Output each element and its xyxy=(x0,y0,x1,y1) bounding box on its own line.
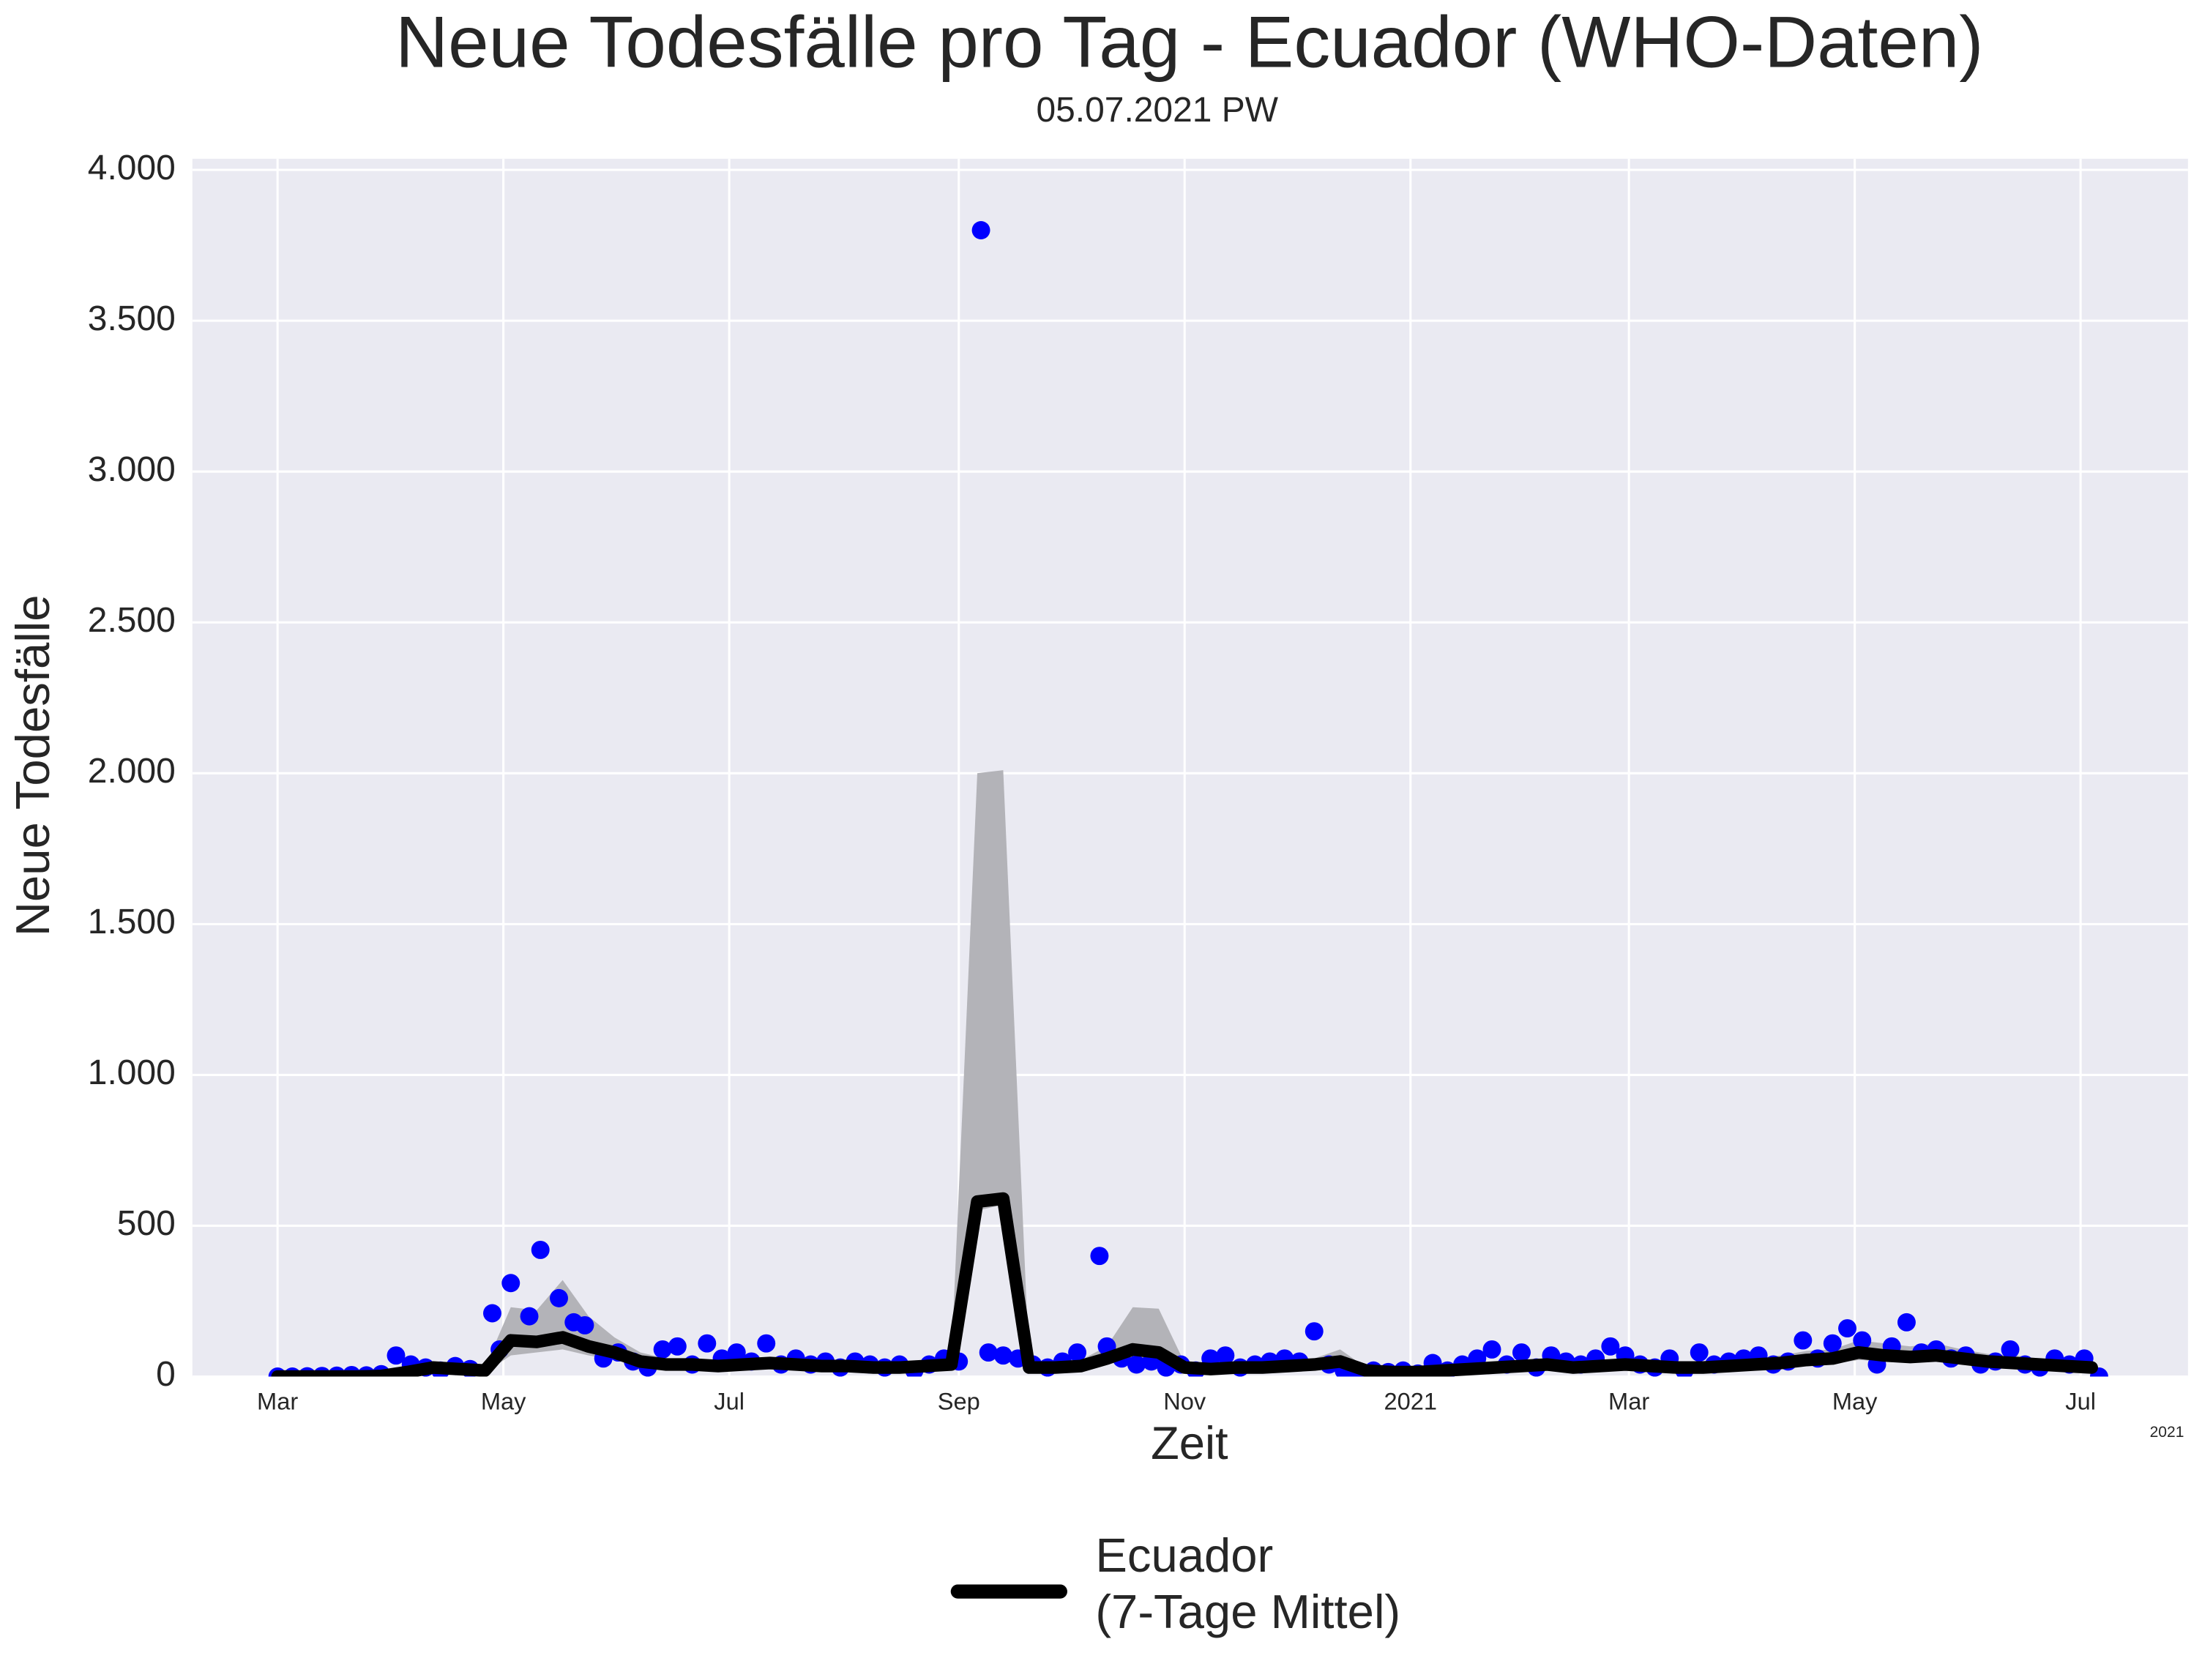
daily-point xyxy=(1690,1343,1709,1362)
y-tick-label: 500 xyxy=(117,1204,176,1243)
x-axis-label: Zeit xyxy=(1151,1418,1228,1469)
daily-point xyxy=(727,1343,746,1362)
daily-point xyxy=(1601,1337,1620,1356)
legend: Ecuador (7-Tage Mittel) xyxy=(950,1529,1401,1640)
y-tick-label: 1.500 xyxy=(88,903,176,941)
plot-background xyxy=(192,158,2188,1377)
chart-subtitle: 05.07.2021 PW xyxy=(1036,91,1278,130)
x-tick-label: Mar xyxy=(1608,1388,1649,1415)
daily-point xyxy=(1068,1343,1087,1362)
labels: 0 500 1.000 1.500 2.000 2.500 3.000 3.500 4.000 M… xyxy=(88,149,2096,1415)
y-tick-label: 3.000 xyxy=(88,450,176,489)
x-tick-label: Sep xyxy=(938,1388,980,1415)
x-tick-label: Jul xyxy=(714,1388,744,1415)
chart-title: Neue Todesfälle pro Tag - Ecuador (WHO-D… xyxy=(395,2,1983,83)
daily-point xyxy=(550,1288,568,1307)
daily-point xyxy=(1127,1355,1146,1374)
daily-point xyxy=(575,1315,594,1334)
daily-point xyxy=(1838,1319,1856,1338)
daily-point xyxy=(1090,1247,1109,1266)
y-tick-label: 0 xyxy=(156,1355,176,1394)
x-offset-label: 2021 xyxy=(2150,1424,2184,1441)
daily-point xyxy=(1897,1313,1916,1332)
daily-point xyxy=(653,1340,672,1359)
y-tick-label: 2.500 xyxy=(88,601,176,640)
x-tick-label: 2021 xyxy=(1384,1388,1437,1415)
daily-point xyxy=(483,1304,501,1323)
x-tick-label: Mar xyxy=(257,1388,298,1415)
grid xyxy=(192,158,2188,1378)
x-tick-label: Jul xyxy=(2065,1388,2096,1415)
y-tick-label: 1.000 xyxy=(88,1053,176,1092)
plot-area xyxy=(268,221,2108,1377)
daily-point xyxy=(1823,1334,1842,1353)
daily-point xyxy=(1853,1331,1872,1350)
y-tick-label: 2.000 xyxy=(88,752,176,791)
daily-point xyxy=(757,1334,776,1353)
daily-point xyxy=(387,1346,406,1365)
daily-point xyxy=(2001,1340,2020,1359)
y-tick-label: 4.000 xyxy=(88,149,176,187)
x-tick-label: May xyxy=(1832,1388,1878,1415)
x-tick-label: Nov xyxy=(1163,1388,1206,1415)
daily-point xyxy=(501,1274,520,1293)
daily-point xyxy=(531,1240,550,1259)
daily-point xyxy=(1482,1340,1501,1359)
daily-point xyxy=(1216,1346,1235,1365)
daily-point xyxy=(971,221,990,239)
daily-point xyxy=(520,1307,539,1326)
daily-point xyxy=(1512,1343,1531,1362)
legend-label-box: Ecuador (7-Tage Mittel) xyxy=(1095,1529,1401,1640)
daily-point xyxy=(1794,1331,1813,1350)
daily-point xyxy=(668,1337,687,1356)
daily-point xyxy=(1305,1322,1324,1341)
daily-point xyxy=(698,1334,717,1353)
y-tick-label: 3.500 xyxy=(88,299,176,338)
daily-point xyxy=(979,1343,998,1362)
legend-label: Ecuador (7-Tage Mittel) xyxy=(1095,1529,1401,1640)
mean-line xyxy=(271,1192,2098,1377)
x-tick-label: May xyxy=(481,1388,526,1415)
y-axis-label: Neue Todesfälle xyxy=(6,595,59,937)
daily-point xyxy=(993,1346,1012,1365)
